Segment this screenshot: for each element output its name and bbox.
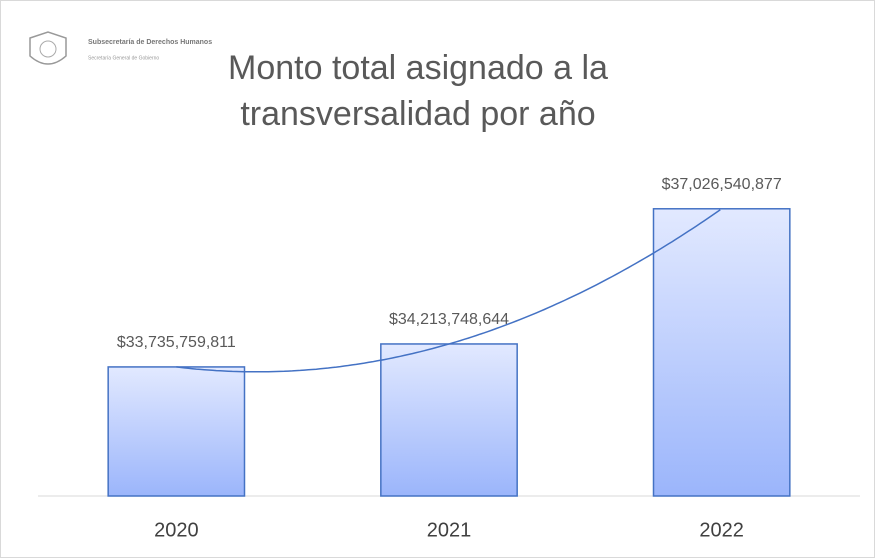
data-label: $33,735,759,811 [117, 334, 236, 351]
logo-org: Subsecretaría de Derechos Humanos [88, 39, 212, 46]
x-tick-label: 2021 [427, 519, 472, 541]
x-tick-label: 2020 [154, 519, 199, 541]
chart-title: transversalidad por año [240, 95, 595, 133]
logo-dept: Secretaría General de Gobierno [88, 55, 159, 61]
trendline [176, 209, 721, 373]
bar [380, 343, 518, 497]
data-label: $34,213,748,644 [389, 311, 509, 328]
logo: Subsecretaría de Derechos Humanos Secret… [29, 31, 212, 65]
chart-title: Monto total asignado a la [228, 49, 608, 87]
bar [652, 208, 791, 497]
data-label: $37,026,540,877 [662, 176, 782, 193]
x-tick-label: 2022 [699, 519, 744, 541]
bar [107, 366, 246, 497]
